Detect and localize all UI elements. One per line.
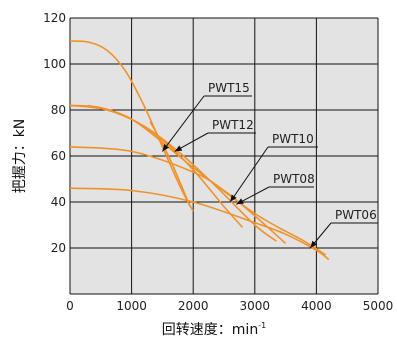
x-tick-label: 4000: [301, 299, 332, 313]
series-line-pwt06: [69, 187, 330, 261]
annotation-arrowhead: [236, 198, 244, 205]
x-tick-label: 3000: [240, 299, 271, 313]
x-tick-label: 5000: [363, 299, 394, 313]
series-lines: [69, 40, 330, 261]
x-tick-label: 2000: [178, 299, 209, 313]
annotation-arrowhead: [174, 145, 183, 152]
annotations: PWT15 PWT12 PWT10 PWT08 PWT06: [162, 81, 378, 249]
y-tick-label: 60: [51, 149, 66, 163]
x-axis-title: 回转速度：min-1: [162, 321, 266, 338]
y-tick-label: 40: [51, 195, 66, 209]
series-line-pwt15: [69, 40, 194, 212]
x-axis-title-superscript: -1: [258, 321, 266, 330]
y-axis-title: 把握力：kN: [12, 119, 28, 194]
extra-curve-line: [149, 121, 191, 207]
extra-curve-line: [88, 104, 327, 256]
annotation-arrowhead: [310, 240, 318, 248]
y-tick-label: 100: [43, 57, 66, 71]
y-tick-label: 20: [51, 241, 66, 255]
annotation-arrowhead: [230, 194, 237, 202]
annotation-label-pwt12: PWT12: [212, 118, 254, 132]
y-tick-label: 120: [43, 11, 66, 25]
annotation-label-pwt10: PWT10: [272, 132, 314, 146]
grid: [69, 17, 379, 295]
annotation-label-pwt06: PWT06: [335, 208, 377, 222]
annotation-label-pwt15: PWT15: [208, 81, 250, 95]
x-tick-label: 0: [66, 299, 74, 313]
annotation-leader: [162, 95, 205, 152]
annotation-leader: [229, 146, 269, 203]
y-tick-label: 80: [51, 103, 66, 117]
tick-labels: 0 1000 2000 3000 4000 5000 20 40 60 80 100 120: [43, 11, 393, 313]
annotation-label-pwt08: PWT08: [273, 172, 315, 186]
annotation-arrowhead: [162, 144, 170, 152]
x-axis-title-main: 回转速度：min: [162, 322, 258, 338]
x-tick-label: 1000: [116, 299, 147, 313]
